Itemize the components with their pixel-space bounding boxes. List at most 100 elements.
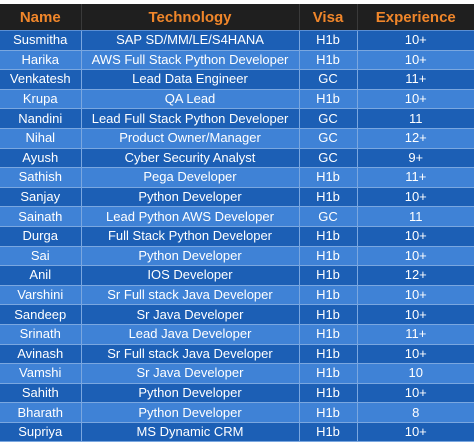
cell-visa: H1b: [299, 167, 358, 188]
cell-name: Nandini: [0, 108, 82, 129]
cell-visa: H1b: [299, 402, 358, 423]
cell-visa: H1b: [299, 226, 358, 247]
table-header: Name Technology Visa Experience: [0, 4, 474, 31]
cell-experience: 10+: [357, 89, 474, 110]
cell-name: Anil: [0, 265, 82, 286]
cell-visa: GC: [299, 108, 358, 129]
cell-experience: 9+: [357, 148, 474, 169]
cell-experience: 10+: [357, 304, 474, 325]
cell-technology: Cyber Security Analyst: [81, 148, 300, 169]
cell-experience: 10+: [357, 344, 474, 365]
cell-technology: Python Developer: [81, 187, 300, 208]
cell-technology: Sr Full stack Java Developer: [81, 344, 300, 365]
cell-name: Sanjay: [0, 187, 82, 208]
table-row: Sainath Lead Python AWS Developer GC 11: [0, 206, 474, 227]
cell-visa: H1b: [299, 344, 358, 365]
cell-name: Sandeep: [0, 304, 82, 325]
table-row: Ayush Cyber Security Analyst GC 9+: [0, 148, 474, 169]
table-row: Nandini Lead Full Stack Python Developer…: [0, 108, 474, 129]
cell-visa: GC: [299, 128, 358, 149]
table-row: Sahith Python Developer H1b 10+: [0, 383, 474, 404]
cell-name: Srinath: [0, 324, 82, 345]
cell-technology: Full Stack Python Developer: [81, 226, 300, 247]
table-row: Vamshi Sr Java Developer H1b 10: [0, 363, 474, 384]
table-row: Varshini Sr Full stack Java Developer H1…: [0, 285, 474, 306]
cell-experience: 11: [357, 206, 474, 227]
table-row: Bharath Python Developer H1b 8: [0, 402, 474, 423]
cell-technology: SAP SD/MM/LE/S4HANA: [81, 30, 300, 51]
cell-experience: 11+: [357, 167, 474, 188]
cell-technology: Python Developer: [81, 246, 300, 267]
cell-technology: Lead Python AWS Developer: [81, 206, 300, 227]
cell-experience: 12+: [357, 265, 474, 286]
cell-name: Avinash: [0, 344, 82, 365]
cell-visa: H1b: [299, 89, 358, 110]
cell-experience: 10: [357, 363, 474, 384]
header-technology: Technology: [81, 4, 300, 31]
cell-technology: Lead Full Stack Python Developer: [81, 108, 300, 129]
cell-visa: H1b: [299, 30, 358, 51]
cell-experience: 10+: [357, 383, 474, 404]
table-row: Susmitha SAP SD/MM/LE/S4HANA H1b 10+: [0, 30, 474, 51]
cell-name: Durga: [0, 226, 82, 247]
cell-experience: 10+: [357, 246, 474, 267]
candidate-table: Name Technology Visa Experience Susmitha…: [0, 4, 474, 443]
table-row: Durga Full Stack Python Developer H1b 10…: [0, 226, 474, 247]
cell-experience: 11+: [357, 324, 474, 345]
cell-name: Harika: [0, 50, 82, 71]
cell-experience: 12+: [357, 128, 474, 149]
cell-experience: 8: [357, 402, 474, 423]
cell-experience: 10+: [357, 226, 474, 247]
cell-technology: Python Developer: [81, 402, 300, 423]
cell-name: Sainath: [0, 206, 82, 227]
cell-visa: H1b: [299, 304, 358, 325]
cell-experience: 10+: [357, 422, 474, 443]
header-visa: Visa: [299, 4, 358, 31]
table-row: Avinash Sr Full stack Java Developer H1b…: [0, 344, 474, 365]
cell-experience: 10+: [357, 187, 474, 208]
cell-visa: H1b: [299, 50, 358, 71]
header-experience: Experience: [357, 4, 474, 31]
cell-name: Venkatesh: [0, 69, 82, 90]
cell-name: Krupa: [0, 89, 82, 110]
cell-visa: H1b: [299, 246, 358, 267]
header-name: Name: [0, 4, 82, 31]
table-row: Harika AWS Full Stack Python Developer H…: [0, 50, 474, 71]
cell-name: Supriya: [0, 422, 82, 443]
table-row: Nihal Product Owner/Manager GC 12+: [0, 128, 474, 149]
cell-experience: 10+: [357, 50, 474, 71]
table-row: Venkatesh Lead Data Engineer GC 11+: [0, 69, 474, 90]
table-row: Sathish Pega Developer H1b 11+: [0, 167, 474, 188]
cell-technology: Sr Java Developer: [81, 363, 300, 384]
cell-name: Bharath: [0, 402, 82, 423]
cell-visa: H1b: [299, 187, 358, 208]
cell-visa: GC: [299, 148, 358, 169]
cell-name: Varshini: [0, 285, 82, 306]
table-row: Anil IOS Developer H1b 12+: [0, 265, 474, 286]
cell-technology: AWS Full Stack Python Developer: [81, 50, 300, 71]
cell-technology: Pega Developer: [81, 167, 300, 188]
cell-visa: GC: [299, 69, 358, 90]
header-row: Name Technology Visa Experience: [0, 4, 474, 31]
cell-experience: 10+: [357, 285, 474, 306]
table-row: Krupa QA Lead H1b 10+: [0, 89, 474, 110]
table-body: Susmitha SAP SD/MM/LE/S4HANA H1b 10+ Har…: [0, 30, 474, 443]
table-row: Srinath Lead Java Developer H1b 11+: [0, 324, 474, 345]
table-row: Sandeep Sr Java Developer H1b 10+: [0, 304, 474, 325]
cell-name: Ayush: [0, 148, 82, 169]
cell-visa: H1b: [299, 383, 358, 404]
cell-name: Sahith: [0, 383, 82, 404]
cell-technology: IOS Developer: [81, 265, 300, 286]
cell-technology: Sr Java Developer: [81, 304, 300, 325]
cell-technology: Sr Full stack Java Developer: [81, 285, 300, 306]
table-row: Supriya MS Dynamic CRM H1b 10+: [0, 422, 474, 443]
cell-technology: Python Developer: [81, 383, 300, 404]
cell-technology: Product Owner/Manager: [81, 128, 300, 149]
cell-name: Susmitha: [0, 30, 82, 51]
cell-visa: H1b: [299, 324, 358, 345]
cell-visa: GC: [299, 206, 358, 227]
table-row: Sai Python Developer H1b 10+: [0, 246, 474, 267]
cell-experience: 11: [357, 108, 474, 129]
cell-visa: H1b: [299, 363, 358, 384]
